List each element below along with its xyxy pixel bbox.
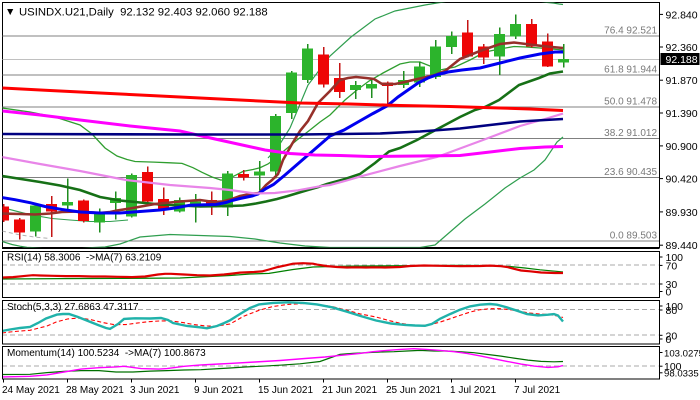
svg-text:0: 0 (666, 287, 672, 299)
svg-text:91.390: 91.390 (666, 108, 698, 120)
svg-text:92.840: 92.840 (666, 9, 698, 21)
svg-text:50.0 91.478: 50.0 91.478 (604, 96, 657, 107)
svg-text:90.420: 90.420 (666, 174, 698, 186)
svg-text:20: 20 (666, 330, 678, 342)
svg-text:76.4 92.521: 76.4 92.521 (604, 26, 657, 37)
svg-text:RSI(14) 58.3006 ->MA(7) 63.21: RSI(14) 58.3006 ->MA(7) 63.2109 (7, 253, 162, 264)
svg-text:89.440: 89.440 (666, 240, 698, 252)
svg-text:23.6 90.435: 23.6 90.435 (604, 167, 657, 178)
svg-text:100: 100 (664, 361, 682, 373)
svg-text:90.900: 90.900 (666, 141, 698, 153)
svg-text:24 May 2021: 24 May 2021 (2, 385, 60, 396)
svg-text:0.0 89.503: 0.0 89.503 (610, 231, 658, 242)
svg-text:25 Jun 2021: 25 Jun 2021 (386, 385, 441, 396)
svg-text:Momentum(14) 100.5234 ->MA(7): Momentum(14) 100.5234 ->MA(7) 100.8673 (7, 348, 206, 359)
svg-text:21 Jun 2021: 21 Jun 2021 (322, 385, 377, 396)
svg-text:100: 100 (666, 301, 684, 313)
svg-text:91.870: 91.870 (666, 75, 698, 87)
svg-text:7 Jul 2021: 7 Jul 2021 (514, 385, 561, 396)
svg-text:92.188: 92.188 (666, 54, 698, 66)
svg-text:100: 100 (666, 252, 684, 264)
svg-text:3 Jun 2021: 3 Jun 2021 (130, 385, 180, 396)
svg-text:▼: ▼ (5, 6, 15, 18)
svg-text:98.0335: 98.0335 (664, 369, 699, 380)
svg-text:30: 30 (666, 279, 678, 291)
svg-text:0: 0 (666, 334, 672, 346)
svg-text:USINDX.U21,Daily 92.132 92.40: USINDX.U21,Daily 92.132 92.403 92.060 92… (19, 7, 268, 19)
svg-text:38.2 91.012: 38.2 91.012 (604, 128, 657, 139)
svg-text:80: 80 (666, 305, 678, 317)
svg-text:61.8 91.944: 61.8 91.944 (604, 65, 657, 76)
svg-text:70: 70 (666, 260, 678, 272)
svg-text:92.360: 92.360 (666, 42, 698, 54)
svg-text:1 Jul 2021: 1 Jul 2021 (450, 385, 497, 396)
svg-text:89.930: 89.930 (666, 207, 698, 219)
svg-text:103.0275: 103.0275 (664, 348, 700, 359)
svg-text:Stoch(5,3,3) 27.6863 47.3117: Stoch(5,3,3) 27.6863 47.3117 (7, 302, 139, 313)
svg-text:9 Jun 2021: 9 Jun 2021 (194, 385, 244, 396)
svg-text:28 May 2021: 28 May 2021 (66, 385, 124, 396)
svg-text:15 Jun 2021: 15 Jun 2021 (258, 385, 313, 396)
